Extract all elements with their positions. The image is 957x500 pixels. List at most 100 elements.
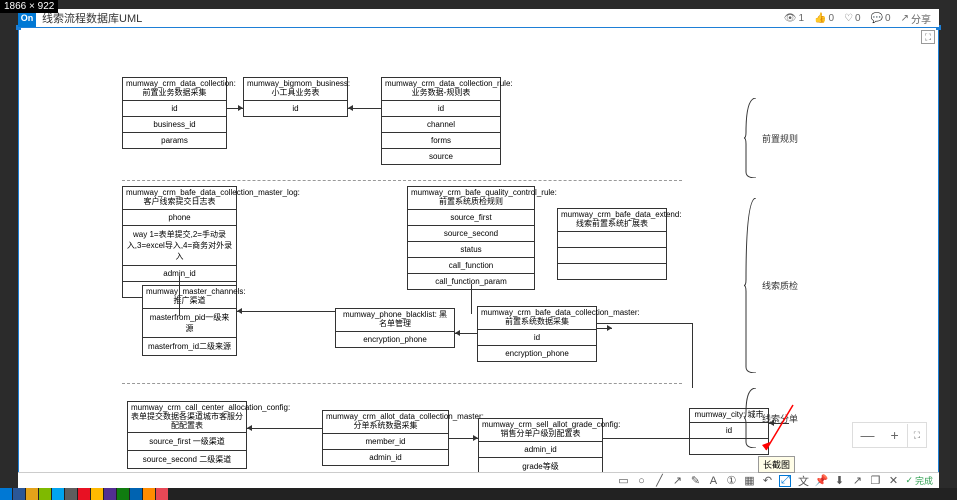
taskbar-app-icon[interactable]: [91, 488, 103, 500]
connector: [692, 323, 693, 388]
entity-header: mumway_crm_call_center_allocation_config…: [128, 402, 246, 433]
zoom-fit-button[interactable]: ⛶: [907, 424, 926, 447]
red-annotation-arrow: [758, 400, 798, 460]
entity-header: mumway_crm_bafe_quality_control_rule: 前置…: [408, 187, 534, 210]
entity-header: mumway_crm_bafe_data_extend: 线索前置系统扩展表: [558, 209, 666, 232]
connector: [603, 438, 689, 439]
taskbar-app-icon[interactable]: [13, 488, 25, 500]
done-button[interactable]: ✓ 完成: [905, 474, 933, 487]
taskbar-app-icon[interactable]: [65, 488, 77, 500]
entity-e12[interactable]: mumway_crm_sell_allot_grade_config: 销售分单…: [478, 418, 603, 476]
taskbar-app-icon[interactable]: [104, 488, 116, 500]
arrow-icon: [238, 105, 243, 111]
tool-undo-icon[interactable]: ↶: [761, 475, 773, 487]
entity-e7[interactable]: mumway_master_channels: 推广渠道masterfrom_p…: [142, 285, 237, 356]
taskbar-app-icon[interactable]: [78, 488, 90, 500]
tool-close-icon[interactable]: ✕: [887, 475, 899, 487]
tool-pen-icon[interactable]: ✎: [689, 475, 701, 487]
tool-number-icon[interactable]: ①: [725, 475, 737, 487]
entity-field: id: [478, 330, 596, 346]
diagram-canvas[interactable]: mumway_crm_data_collection: 前置业务数据采集idbu…: [18, 27, 939, 488]
entity-field: encryption_phone: [336, 332, 454, 347]
arrow-icon: [237, 308, 242, 314]
entity-e10[interactable]: mumway_crm_call_center_allocation_config…: [127, 401, 247, 469]
likes-count: 0: [829, 13, 835, 24]
comments-stat[interactable]: 💬 0: [871, 11, 891, 26]
screenshot-tooltip: 长截图: [758, 456, 795, 473]
tool-rect-icon[interactable]: ▭: [617, 475, 629, 487]
taskbar-app-icon[interactable]: [143, 488, 155, 500]
zoom-in-button[interactable]: +: [883, 423, 907, 447]
entity-field: source_first: [408, 210, 534, 226]
views-stat: 👁 1: [784, 11, 804, 26]
tool-pin-icon[interactable]: 📌: [815, 475, 827, 487]
arrow-icon: [247, 425, 252, 431]
entity-field: admin_id: [479, 442, 602, 458]
connector: [597, 323, 692, 324]
entity-field: admin_id: [323, 450, 448, 465]
arrow-icon: [348, 105, 353, 111]
entity-field: status: [408, 242, 534, 258]
entity-e11[interactable]: mumway_crm_allot_data_collection_master:…: [322, 410, 449, 466]
entity-field: id: [244, 101, 347, 116]
entity-header: mumway_crm_bafe_data_collection_master: …: [478, 307, 596, 330]
entity-field: source_second 二级渠道: [128, 451, 246, 468]
entity-header: mumway_bigmom_business: 小工具业务表: [244, 78, 347, 101]
tool-translate-icon[interactable]: 文: [797, 475, 809, 487]
entity-header: mumway_crm_bafe_data_collection_master_l…: [123, 187, 236, 210]
favs-stat[interactable]: ♡ 0: [844, 11, 861, 26]
section-label: 线索质检: [762, 279, 798, 292]
tool-copy-icon[interactable]: ❐: [869, 475, 881, 487]
entity-field: [558, 264, 666, 279]
entity-field: source_second: [408, 226, 534, 242]
taskbar-app-icon[interactable]: [130, 488, 142, 500]
entity-e3[interactable]: mumway_crm_data_collection_rule: 业务数据-规则…: [381, 77, 501, 165]
entity-e9[interactable]: mumway_crm_bafe_data_collection_master: …: [477, 306, 597, 362]
entity-e6[interactable]: mumway_crm_bafe_data_extend: 线索前置系统扩展表: [557, 208, 667, 280]
tool-circle-icon[interactable]: ○: [635, 475, 647, 487]
connector: [237, 311, 335, 312]
entity-field: encryption_phone: [478, 346, 596, 361]
likes-stat[interactable]: 👍 0: [814, 11, 834, 26]
tool-longshot-icon[interactable]: ⤢: [779, 475, 791, 487]
taskbar-app-icon[interactable]: [26, 488, 38, 500]
tool-arrow-icon[interactable]: ↗: [671, 475, 683, 487]
expand-icon[interactable]: ⛶: [921, 30, 935, 44]
entity-field: id: [382, 101, 500, 117]
tool-line-icon[interactable]: ╱: [653, 475, 665, 487]
entity-field: source: [382, 149, 500, 164]
taskbar-app-icon[interactable]: [0, 488, 12, 500]
entity-field: params: [123, 133, 226, 148]
taskbar-app-icon[interactable]: [52, 488, 64, 500]
stats-bar: 👁 1 👍 0 ♡ 0 💬 0 ↗ 分享: [784, 11, 939, 26]
title-bar: On 线索流程数据库UML 👁 1 👍 0 ♡ 0 💬 0 ↗ 分享: [18, 9, 939, 27]
connector: [471, 284, 472, 314]
section-brace: 前置规则: [744, 98, 798, 178]
tool-blur-icon[interactable]: ▦: [743, 475, 755, 487]
tool-text-icon[interactable]: A: [707, 475, 719, 487]
bottom-toolbar: ▭ ○ ╱ ↗ ✎ A ① ▦ ↶ ⤢ 文 📌 ⬇ ↗ ❐ ✕ ✓ 完成: [18, 472, 939, 488]
zoom-out-button[interactable]: —: [853, 423, 883, 447]
entity-e5[interactable]: mumway_crm_bafe_quality_control_rule: 前置…: [407, 186, 535, 290]
entity-e2[interactable]: mumway_bigmom_business: 小工具业务表id: [243, 77, 348, 117]
entity-header: mumway_phone_blacklist: 黑名单管理: [336, 309, 454, 332]
entity-header: mumway_crm_sell_allot_grade_config: 销售分单…: [479, 419, 602, 442]
share-label: 分享: [911, 11, 931, 26]
taskbar-app-icon[interactable]: [39, 488, 51, 500]
views-count: 1: [798, 13, 804, 24]
dimension-label: 1866 × 922: [0, 0, 58, 13]
taskbar-app-icon[interactable]: [117, 488, 129, 500]
entity-header: mumway_crm_data_collection_rule: 业务数据-规则…: [382, 78, 500, 101]
tool-download-icon[interactable]: ⬇: [833, 475, 845, 487]
taskbar-app-icon[interactable]: [156, 488, 168, 500]
entity-field: masterfrom_pid一级来源: [143, 309, 236, 338]
entity-e1[interactable]: mumway_crm_data_collection: 前置业务数据采集idbu…: [122, 77, 227, 149]
tool-share-icon[interactable]: ↗: [851, 475, 863, 487]
entity-header: mumway_master_channels: 推广渠道: [143, 286, 236, 309]
arrow-icon: [607, 325, 612, 331]
done-label: 完成: [915, 474, 933, 487]
entity-field: phone: [123, 210, 236, 226]
share-button[interactable]: ↗ 分享: [901, 11, 931, 26]
entity-field: call_function: [408, 258, 534, 274]
entity-e8[interactable]: mumway_phone_blacklist: 黑名单管理encryption_…: [335, 308, 455, 348]
